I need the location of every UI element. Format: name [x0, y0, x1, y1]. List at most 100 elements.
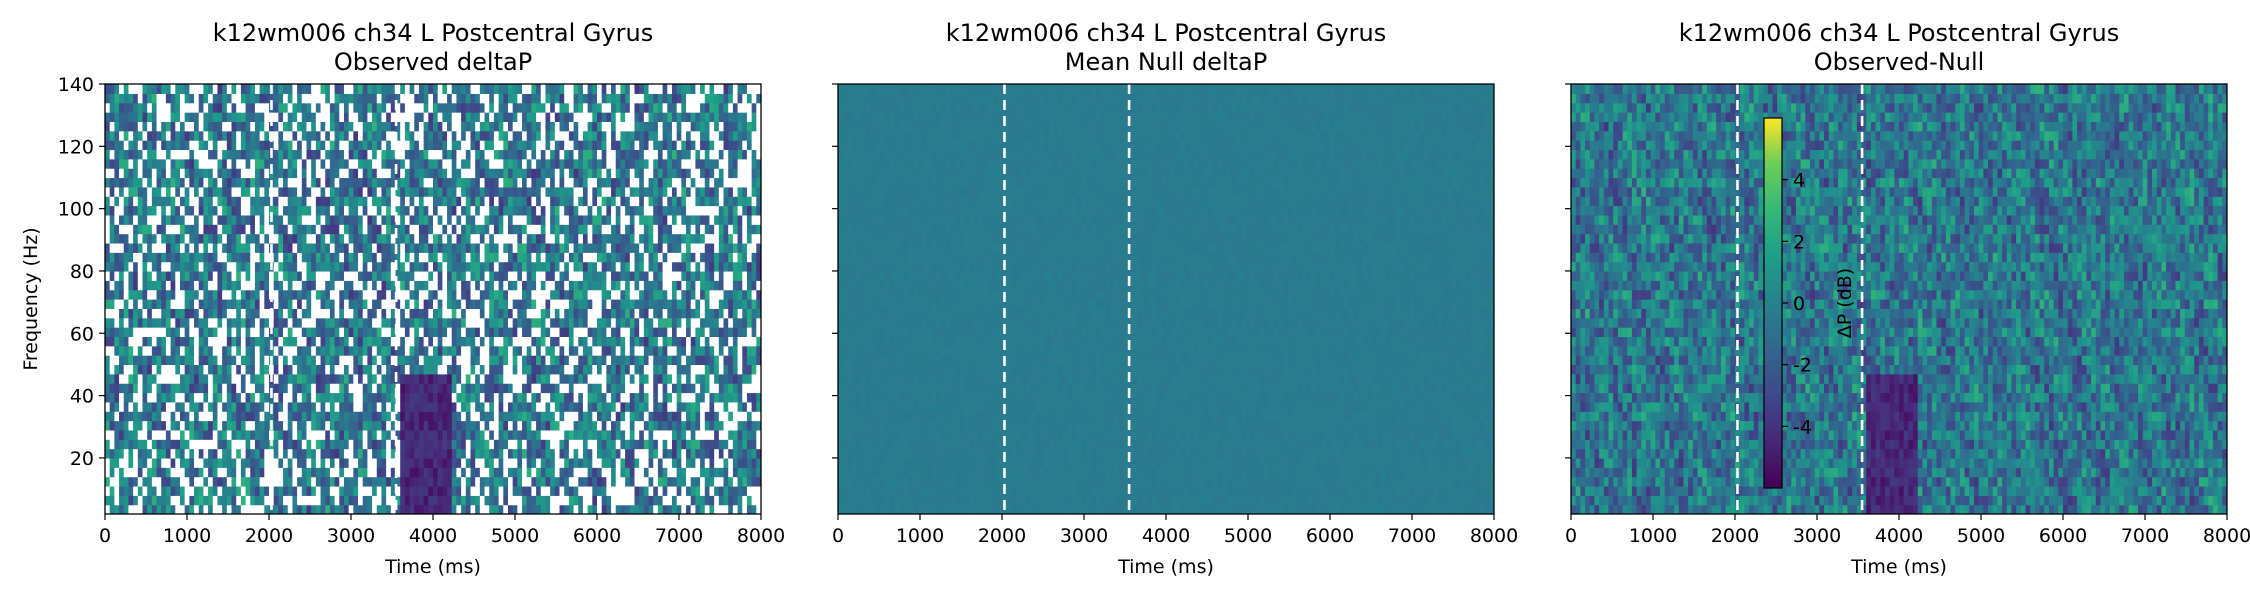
heatmap-cell: [465, 186, 472, 197]
heatmap-cell: [732, 224, 739, 235]
heatmap-cell: [283, 177, 289, 188]
heatmap-cell: [522, 420, 528, 431]
heatmap-cell: [240, 401, 247, 412]
heatmap-cell: [109, 252, 115, 263]
heatmap-cell: [395, 252, 401, 263]
heatmap-cell: [522, 383, 528, 394]
heatmap-cell: [311, 261, 317, 272]
heatmap-cell: [545, 205, 551, 216]
heatmap-cell: [105, 177, 111, 188]
heatmap-cell: [597, 411, 603, 422]
heatmap-cell: [386, 411, 392, 422]
heatmap-cell: [386, 504, 392, 514]
heatmap-cell: [297, 364, 303, 375]
heatmap-cell: [531, 270, 537, 281]
heatmap-cell: [456, 214, 462, 225]
heatmap-cell: [301, 261, 308, 272]
heatmap-cell: [573, 373, 579, 384]
heatmap-cell: [376, 485, 383, 496]
heatmap-cell: [686, 224, 692, 235]
heatmap-cell: [395, 504, 401, 514]
heatmap-cell: [367, 317, 373, 328]
heatmap-cell: [536, 261, 542, 272]
heatmap-cell: [522, 429, 528, 440]
heatmap-cell: [329, 485, 336, 496]
heatmap-cell: [620, 476, 626, 487]
heatmap-cell: [700, 196, 706, 207]
heatmap-cell: [170, 373, 176, 384]
heatmap-cell: [151, 364, 158, 375]
heatmap-cell: [597, 504, 603, 514]
heatmap-cell: [592, 373, 598, 384]
heatmap-cell: [568, 364, 575, 375]
heatmap-cell: [105, 317, 111, 328]
heatmap-cell: [133, 270, 139, 281]
heatmap-cell: [114, 270, 120, 281]
heatmap-cell: [470, 299, 476, 309]
heatmap-cell: [728, 439, 734, 450]
heatmap-cell: [751, 383, 757, 394]
heatmap-cell: [315, 355, 322, 366]
heatmap-cell: [615, 205, 622, 216]
heatmap-cell: [512, 186, 518, 197]
heatmap-cell: [428, 261, 434, 272]
heatmap-cell: [554, 224, 561, 235]
heatmap-cell: [231, 429, 237, 440]
heatmap-cell: [718, 205, 725, 216]
heatmap-cell: [470, 186, 476, 197]
heatmap-cell: [746, 327, 753, 337]
heatmap-cell: [484, 392, 490, 403]
heatmap-cell: [662, 261, 668, 272]
heatmap-cell: [311, 355, 317, 366]
heatmap-cell: [287, 317, 294, 328]
heatmap-cell: [582, 411, 589, 422]
heatmap-cell: [470, 457, 476, 468]
heatmap-cell: [217, 317, 223, 328]
heatmap-cell: [597, 345, 603, 356]
heatmap-cell: [564, 476, 570, 487]
heatmap-cell: [376, 448, 383, 459]
heatmap-cell: [236, 485, 242, 496]
heatmap-cell: [690, 485, 696, 496]
heatmap-cell: [315, 186, 322, 197]
heatmap-cell: [531, 448, 537, 459]
heatmap-cell: [723, 448, 729, 459]
heatmap-cell: [119, 270, 125, 281]
heatmap-cell: [662, 392, 668, 403]
heatmap-cell: [643, 327, 650, 337]
heatmap-cell: [662, 504, 668, 514]
heatmap-cell: [400, 345, 406, 356]
heatmap-cell: [681, 186, 687, 197]
heatmap-cell: [315, 439, 322, 450]
heatmap-cell: [517, 355, 523, 366]
heatmap-cell: [451, 345, 458, 356]
heatmap-cell: [564, 261, 570, 272]
heatmap-cell: [451, 485, 458, 496]
heatmap-cell: [704, 196, 711, 207]
heatmap-cell: [578, 242, 584, 253]
heatmap-cell: [287, 252, 294, 263]
heatmap-cell: [461, 448, 467, 459]
heatmap-cell: [212, 177, 219, 188]
heatmap-cell: [507, 448, 514, 459]
heatmap-cell: [639, 196, 645, 207]
heatmap-cell: [451, 177, 458, 188]
heatmap-cell: [334, 242, 340, 253]
heatmap-cell: [433, 392, 439, 403]
heatmap-cell: [700, 364, 706, 375]
heatmap-cell: [400, 196, 406, 207]
heatmap-cell: [381, 252, 387, 263]
heatmap-cell: [686, 345, 692, 356]
heatmap-cell: [545, 270, 551, 281]
heatmap-cell: [732, 439, 739, 450]
heatmap-cell: [564, 364, 570, 375]
heatmap-cell: [278, 242, 284, 253]
heatmap-cell: [212, 364, 219, 375]
heatmap-cell: [250, 270, 256, 281]
heatmap-cell: [151, 355, 158, 366]
heatmap-cell: [498, 186, 504, 197]
heatmap-cell: [358, 177, 364, 188]
heatmap-cell: [353, 270, 359, 281]
heatmap-cell: [217, 214, 223, 225]
heatmap-cell: [550, 327, 556, 337]
